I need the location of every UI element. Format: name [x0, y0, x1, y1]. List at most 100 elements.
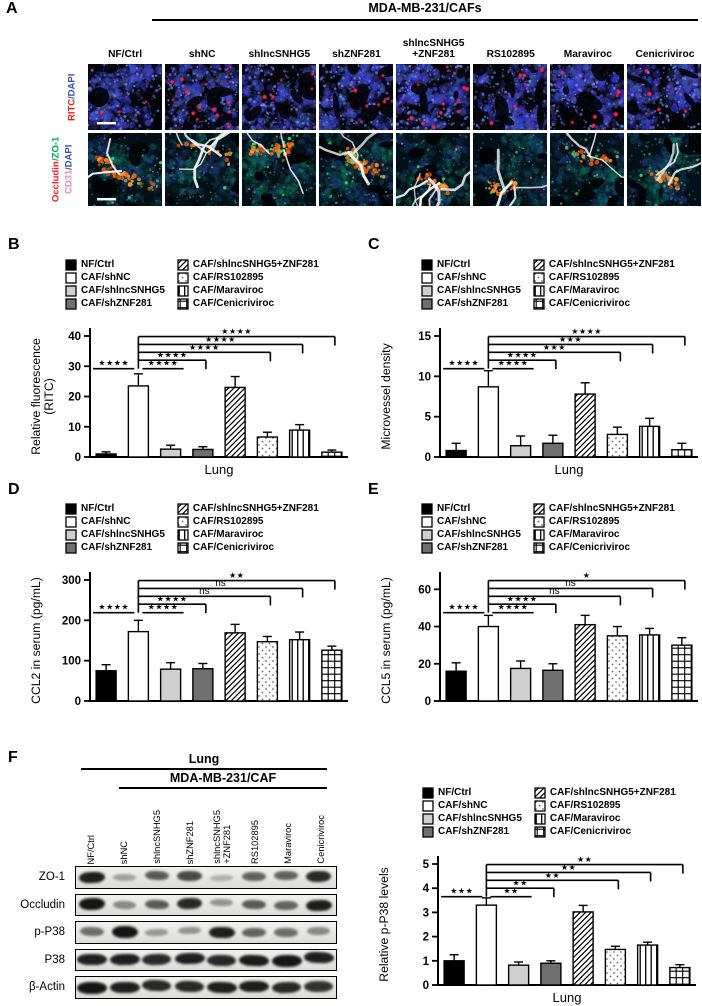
legend-swatch-light-gray — [65, 528, 77, 541]
legend-label: CAF/shNC — [437, 272, 487, 283]
significance-ns: ns — [549, 586, 560, 597]
panel-label-b: B — [8, 236, 20, 253]
panelA-row2-stain-label-line2: CD31/DAPI — [63, 133, 75, 206]
legend-swatch-light-gray — [65, 284, 77, 297]
significance-stars: ★★★★ — [205, 335, 236, 344]
blot-band — [241, 899, 267, 910]
chart-ccl2-serum: NF/Ctrl CAF/shNC CAF/shlncSNHG5 CAF/shZNF28… — [26, 484, 362, 741]
significance-stars: ★★★★ — [498, 359, 529, 368]
blot-band — [113, 873, 137, 882]
blot-lane-label: shlncSNHG5 +ZNF281 — [212, 810, 233, 864]
blot-band — [80, 926, 105, 937]
legend-swatch-open-white — [421, 515, 433, 528]
legend-label: NF/Ctrl — [81, 503, 115, 514]
bar-CAF/Maraviroc — [636, 944, 659, 986]
legend-label: CAF/shNC — [81, 516, 131, 527]
significance-stars: ★★★★ — [157, 595, 188, 604]
legend-swatch-light-gray — [421, 528, 433, 541]
legend-swatch-dots — [534, 799, 546, 812]
legend-label: CAF/shZNF281 — [81, 298, 153, 309]
legend-swatch-vertical-lines — [177, 528, 189, 541]
legend-item: NF/Ctrl — [422, 786, 522, 799]
y-tick-label: 5 — [425, 412, 432, 424]
bar-CAF/Cenicriviroc — [669, 966, 691, 986]
y-tick-label: 300 — [62, 575, 81, 587]
chart-plot-B: 0 10 20 30 40 Relative fluorescence (RITC) Lung… — [29, 327, 348, 477]
chart-ccl5-serum: NF/Ctrl CAF/shNC CAF/shlncSNHG5 CAF/shZNF28… — [376, 484, 702, 741]
y-tick-label: 0 — [75, 452, 81, 464]
legend-swatch-dark-gray — [421, 297, 433, 310]
micrograph-ihc-shlncSNHG5+ZNF281 — [396, 133, 470, 206]
significance-stars: ★★★★ — [507, 351, 538, 360]
legend-item: NF/Ctrl — [421, 502, 521, 515]
legend-item: CAF/shlncSNHG5+ZNF281 — [177, 502, 319, 515]
legend-swatch-diagonal-hatch — [177, 502, 189, 515]
y-tick-label: 5 — [423, 859, 430, 871]
blot-header-lung-line — [81, 768, 327, 771]
blot-lane-label: shZNF281 — [184, 820, 195, 864]
legend-swatch-dark-gray — [65, 297, 77, 310]
y-axis-label: Relative p-P38 levels — [377, 867, 391, 981]
blot-band — [176, 871, 202, 882]
legend-item: CAF/shlncSNHG5 — [421, 528, 521, 541]
bar-CAF/Maraviroc — [638, 425, 661, 458]
legend-label: NF/Ctrl — [437, 259, 471, 270]
significance-stars: ★★★ — [543, 343, 566, 352]
y-tick-label: 2 — [423, 932, 429, 944]
legend-label: CAF/RS102895 — [549, 800, 621, 811]
significance-stars: ★★★★ — [189, 343, 220, 352]
y-tick-label: 20 — [418, 659, 431, 671]
blot-band — [79, 871, 106, 884]
blot-lane-label: Maraviroc — [282, 823, 293, 864]
panelA-column-label: Maraviroc — [563, 48, 612, 60]
bar-CAF/shNC — [127, 630, 150, 702]
legend-label: CAF/shZNF281 — [81, 542, 153, 553]
chart-legend: NF/Ctrl CAF/shNC CAF/shlncSNHG5 CAF/shZNF28… — [65, 502, 319, 554]
y-axis-label: (RITC) — [42, 378, 56, 415]
legend-swatch-vertical-lines — [177, 284, 189, 297]
blot-band — [79, 897, 106, 911]
blot-band — [304, 981, 334, 993]
blot-band — [241, 872, 267, 882]
bar-NF/Ctrl — [95, 670, 117, 702]
legend-item: CAF/Cenicriviroc — [533, 297, 675, 310]
blot-band — [208, 926, 235, 939]
significance-stars: ★★★ — [559, 335, 582, 344]
legend-swatch-dots — [177, 515, 189, 528]
y-tick-label: 0 — [75, 696, 81, 708]
blot-band — [174, 980, 205, 993]
blot-lane: NF/Ctrl — [75, 790, 108, 864]
legend-swatch-grid — [533, 297, 545, 310]
legend-item: NF/Ctrl — [421, 258, 521, 271]
panelA-row2-stain-label-line1: Occludin/ZO-1 — [50, 133, 62, 206]
y-axis-label: Relative fluorescence — [29, 338, 43, 455]
bar-CAF/Maraviroc — [288, 638, 311, 702]
bar-CAF/RS102895 — [256, 436, 279, 458]
legend-item: NF/Ctrl — [65, 502, 165, 515]
micrograph-ritc-Cenicriviroc — [627, 64, 701, 130]
blot-strip-ZO-1 — [75, 866, 337, 889]
legend-item: CAF/shNC — [65, 271, 165, 284]
blot-band — [142, 953, 172, 966]
legend-swatch-open-white — [65, 515, 77, 528]
legend-label: CAF/shZNF281 — [437, 298, 509, 309]
blot-header-lung: Lung — [188, 752, 220, 766]
blot-band — [305, 899, 332, 912]
bar-CAF/Maraviroc — [638, 634, 661, 702]
blot-header-mda: MDA-MB-231/CAF — [169, 771, 277, 785]
y-tick-label: 15 — [418, 331, 431, 343]
legend-swatch-vertical-lines — [533, 528, 545, 541]
panelA-column-labels: NF/Ctrl shNC shlncSNHG5 shZNF281 shlncSNHG5 … — [88, 22, 702, 62]
blot-lane: RS102895 — [239, 790, 272, 864]
legend-item: CAF/Cenicriviroc — [533, 541, 675, 554]
legend-swatch-open-white — [421, 271, 433, 284]
micrograph-ihc-Cenicriviroc — [627, 133, 701, 206]
blot-lane-label: RS102895 — [250, 820, 261, 864]
blot-band — [271, 954, 302, 967]
legend-label: CAF/shlncSNHG5+ZNF281 — [548, 503, 675, 514]
blot-row-label-P38: P38 — [44, 953, 65, 966]
legend-swatch-light-gray — [422, 812, 434, 825]
legend-swatch-diagonal-hatch — [534, 786, 546, 799]
legend-label: CAF/RS102895 — [192, 516, 264, 527]
